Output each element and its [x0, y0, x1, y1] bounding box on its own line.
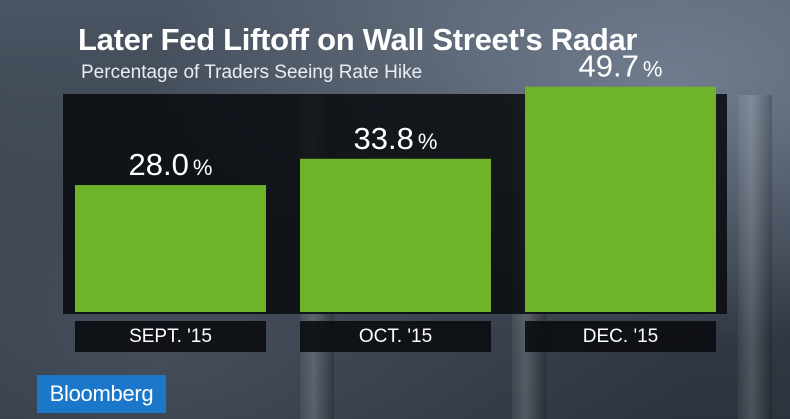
- bar-2: [525, 86, 716, 313]
- bar-1: [300, 158, 491, 312]
- category-label-sept: SEPT. '15: [75, 321, 266, 352]
- value-label-2: 49.7%: [579, 49, 663, 84]
- category-label-dec: DEC. '15: [525, 321, 716, 352]
- background-column: [738, 95, 772, 419]
- value-label-1: 33.8%: [354, 121, 438, 156]
- category-label-oct: OCT. '15: [300, 321, 491, 352]
- chart-subtitle: Percentage of Traders Seeing Rate Hike: [81, 62, 423, 83]
- bloomberg-logo: Bloomberg: [37, 375, 166, 413]
- chart-title: Later Fed Liftoff on Wall Street's Radar: [78, 22, 638, 57]
- value-label-0: 28.0%: [129, 147, 213, 182]
- bar-0: [75, 185, 266, 312]
